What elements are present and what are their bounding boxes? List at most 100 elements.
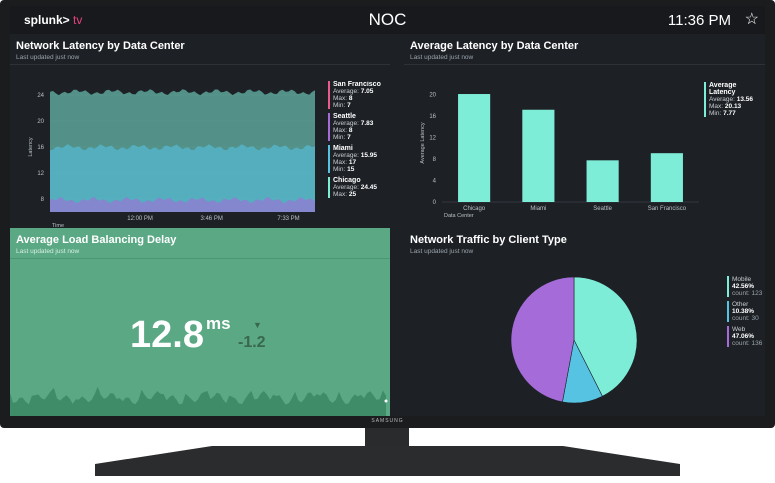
legend-item[interactable]: San Francisco Average: 7.05 Max: 8 Min: 7 <box>328 81 388 109</box>
y-axis-label: Average Latency <box>420 122 426 163</box>
legend-name: Seattle <box>333 113 356 120</box>
legend-stat: Min: 7 <box>333 134 351 141</box>
legend-item[interactable]: Miami Average: 15.95 Max: 17 Min: 15 <box>328 145 388 173</box>
legend-pct: 42.56% <box>732 283 755 290</box>
legend-item[interactable]: Mobile 42.56% count: 123 <box>727 276 765 297</box>
y-tick-label: 20 <box>429 93 436 99</box>
x-tick-label: Chicago <box>463 206 486 212</box>
x-tick-label: Miami <box>530 206 546 212</box>
panel-title: Network Traffic by Client Type <box>410 234 567 246</box>
legend-stat: Max: 20.13 <box>709 103 742 110</box>
bar-chicago <box>458 94 491 202</box>
legend-stat: Average: 24.45 <box>333 184 377 191</box>
legend-item[interactable]: Other 10.38% count: 30 <box>727 301 765 322</box>
panel-subtitle: Last updated just now <box>410 54 474 61</box>
legend-name: Other <box>732 301 749 308</box>
x-tick-label: 7:33 PM <box>277 216 299 222</box>
tv-brand: SAMSUNG <box>371 418 404 424</box>
panel-network-latency: Network Latency by Data Center Last upda… <box>10 34 390 228</box>
load-balancing-value: 12.8 <box>130 314 204 356</box>
load-balancing-sparkline <box>10 386 388 416</box>
y-tick-label: 20 <box>37 119 44 125</box>
y-tick-label: 16 <box>37 145 44 151</box>
sparkline-end-dot <box>384 399 388 403</box>
x-tick-label: Seattle <box>593 206 612 212</box>
legend-item[interactable]: Web 47.06% count: 136 <box>727 326 765 347</box>
pie-slice-web <box>510 276 575 403</box>
legend-swatch <box>727 276 729 297</box>
logo-main: splunk> <box>24 13 70 27</box>
load-balancing-unit: ms <box>206 314 231 333</box>
x-tick-label: San Francisco <box>648 206 687 212</box>
x-tick-label: 12:00 PM <box>127 216 153 222</box>
y-tick-label: 8 <box>41 197 45 203</box>
down-arrow-icon: ▼ <box>253 320 262 330</box>
legend-stat: Max: 8 <box>333 127 353 134</box>
y-tick-label: 4 <box>433 179 437 185</box>
legend-name: San Francisco <box>333 81 381 88</box>
star-icon[interactable]: ☆ <box>744 11 759 28</box>
panel-subtitle: Last updated just now <box>410 248 474 255</box>
screen: splunk> tv NOC 11:36 PM ☆ Network Latenc… <box>10 6 765 416</box>
legend-name: Mobile <box>732 276 752 283</box>
x-tick-label: 3:46 PM <box>200 216 222 222</box>
logo-tv: tv <box>73 13 83 27</box>
legend-stat: Average: 7.05 <box>333 88 374 95</box>
legend-pct: 10.38% <box>732 308 755 315</box>
panel-title: Network Latency by Data Center <box>16 40 185 52</box>
y-tick-label: 8 <box>433 157 437 163</box>
legend-swatch <box>328 81 330 109</box>
legend-stat: Average: 13.56 <box>709 96 753 103</box>
legend-swatch <box>328 145 330 173</box>
legend-stat: Max: 8 <box>333 95 353 102</box>
legend-stat: Max: 25 <box>333 191 357 198</box>
average-latency-chart: 20 16 12 8 4 0 Chicago Miami Seattle San Francisc… <box>420 93 699 219</box>
splunk-tv-logo: splunk> tv <box>24 13 82 27</box>
area-series-miami <box>50 144 315 212</box>
legend-count: count: 136 <box>732 340 763 347</box>
legend-swatch <box>328 113 330 141</box>
legend-item[interactable]: Average Latency Average: 13.56 Max: 20.13 M… <box>704 82 764 117</box>
legend-stat: Min: 15 <box>333 166 355 173</box>
legend-name: Chicago <box>333 177 361 184</box>
clock: 11:36 PM <box>667 12 731 29</box>
panel-subtitle: Last updated just now <box>16 54 80 61</box>
tv-stand-base <box>95 446 680 476</box>
legend-item[interactable]: Seattle Average: 7.83 Max: 8 Min: 7 <box>328 113 388 141</box>
legend-swatch <box>727 326 729 347</box>
bar-seattle <box>586 160 619 202</box>
x-axis-label: Data Center <box>444 213 474 219</box>
panel-network-traffic: Network Traffic by Client Type Last upda… <box>404 228 765 416</box>
panel-subtitle: Last updated just now <box>16 248 80 255</box>
y-tick-label: 12 <box>37 171 44 177</box>
legend-swatch <box>727 301 729 322</box>
panel-title: Average Load Balancing Delay <box>16 234 177 246</box>
legend-stat: Average: 15.95 <box>333 152 377 159</box>
legend-stat: Min: 7 <box>333 102 351 109</box>
legend-name: Miami <box>333 145 353 152</box>
legend-count: count: 30 <box>732 315 759 322</box>
area-series-seattle <box>50 196 315 212</box>
panel-load-balancing: Average Load Balancing Delay Last update… <box>10 228 390 416</box>
legend-stat: Average: 7.83 <box>333 120 374 127</box>
tv-stand-neck <box>365 428 409 446</box>
legend-item[interactable]: Chicago Average: 24.45 Max: 25 <box>328 177 388 198</box>
legend-swatch <box>704 82 706 117</box>
pie-slice-mobile <box>573 276 638 397</box>
top-bar: splunk> tv NOC 11:36 PM ☆ <box>10 6 765 34</box>
bar-miami <box>522 109 555 202</box>
y-tick-label: 16 <box>429 114 436 120</box>
panel-average-latency: Average Latency by Data Center Last upda… <box>404 34 765 228</box>
sparkline-area <box>10 386 386 416</box>
tv-frame: splunk> tv NOC 11:36 PM ☆ Network Latenc… <box>0 0 775 428</box>
legend-stat: Min: 7.77 <box>709 110 736 117</box>
dashboard-title: NOC <box>368 10 407 29</box>
avg-latency-legend: Average Latency Average: 13.56 Max: 20.13 M… <box>704 82 764 121</box>
bar-san-francisco <box>650 153 683 202</box>
legend-count: count: 123 <box>732 290 763 297</box>
panel-title: Average Latency by Data Center <box>410 40 579 52</box>
latency-legend: San Francisco Average: 7.05 Max: 8 Min: 7 Se… <box>328 81 388 219</box>
y-axis-label: Latency <box>28 137 34 157</box>
legend-swatch <box>328 177 330 198</box>
x-axis-label: Time <box>52 223 64 228</box>
